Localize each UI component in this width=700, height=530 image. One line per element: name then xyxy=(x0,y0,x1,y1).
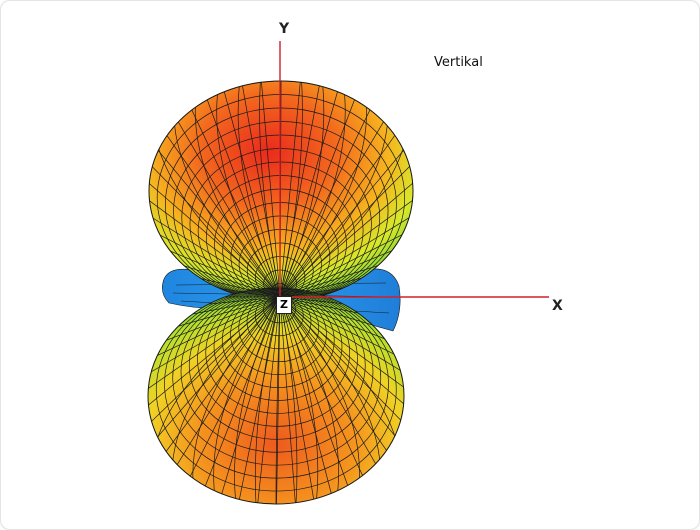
mesh-ring xyxy=(172,289,382,466)
mesh-spoke xyxy=(232,288,281,298)
mesh-spoke xyxy=(279,209,413,298)
mesh-meridian xyxy=(279,81,303,298)
mesh-meridian xyxy=(234,296,281,504)
mesh-meridian xyxy=(213,296,281,504)
mesh-spoke xyxy=(279,81,348,298)
mesh-spoke xyxy=(148,296,281,397)
mesh-spoke xyxy=(279,288,340,298)
mesh-spoke xyxy=(253,296,281,504)
mesh-spoke xyxy=(211,296,281,504)
mesh-spoke xyxy=(279,288,320,298)
mesh-spoke xyxy=(149,103,281,298)
mesh-meridian xyxy=(279,81,346,298)
mesh-meridian xyxy=(237,81,281,298)
diagram-title: Vertikal xyxy=(434,55,483,70)
mesh-spoke xyxy=(279,288,360,298)
mesh-spoke xyxy=(192,296,281,504)
mesh-spoke xyxy=(279,103,413,298)
mesh-spoke xyxy=(279,296,404,397)
mesh-spoke xyxy=(149,245,281,298)
mesh-spoke xyxy=(148,296,281,433)
mesh-spoke xyxy=(148,296,281,415)
y-axis-label: Y xyxy=(279,21,290,37)
mesh-spoke xyxy=(279,296,378,504)
mesh-spoke xyxy=(214,81,281,298)
x-axis-label: X xyxy=(552,298,563,314)
mesh-meridian xyxy=(279,296,319,504)
mesh-spoke xyxy=(149,172,281,298)
mesh-meridian xyxy=(275,296,281,504)
mesh-spoke xyxy=(279,190,413,298)
mesh-spoke xyxy=(279,296,404,343)
mesh-ring xyxy=(164,288,389,479)
mesh-spoke xyxy=(253,288,281,298)
mesh-spoke xyxy=(275,296,281,504)
mesh-spoke xyxy=(149,190,281,298)
mesh-ring xyxy=(180,289,374,453)
mesh-spoke xyxy=(279,296,404,360)
mesh-spoke xyxy=(192,288,281,298)
mesh-spoke xyxy=(149,209,281,298)
mesh-spoke xyxy=(174,296,281,504)
mesh-meridian xyxy=(216,81,281,298)
mesh-meridian xyxy=(279,81,325,298)
mesh-spoke xyxy=(279,81,304,298)
mesh-spoke xyxy=(149,227,281,298)
mesh-meridian xyxy=(259,81,281,298)
mesh-spoke xyxy=(279,288,299,298)
mesh-spoke xyxy=(279,296,404,415)
mesh-meridian xyxy=(254,296,281,504)
mesh-spoke xyxy=(279,296,299,504)
mesh-spoke xyxy=(279,81,326,298)
mesh-spoke xyxy=(159,89,281,298)
mesh-spoke xyxy=(148,296,281,360)
mesh-spoke xyxy=(258,81,281,298)
mesh-spoke xyxy=(279,296,341,504)
mesh-spoke xyxy=(148,296,281,482)
mesh-meridian xyxy=(279,296,339,504)
mesh-ring xyxy=(188,290,366,440)
mesh-spoke xyxy=(279,296,404,433)
mesh-spoke xyxy=(232,296,281,504)
mesh-meridian xyxy=(279,296,298,504)
mesh-spoke xyxy=(279,81,368,298)
mesh-spoke xyxy=(148,296,281,378)
z-axis-label: Z xyxy=(276,296,292,314)
mesh-spoke xyxy=(279,227,413,298)
mesh-spoke xyxy=(279,296,404,378)
mesh-spoke xyxy=(212,288,281,298)
mesh-spoke xyxy=(176,81,281,298)
mesh-spoke xyxy=(279,172,413,298)
